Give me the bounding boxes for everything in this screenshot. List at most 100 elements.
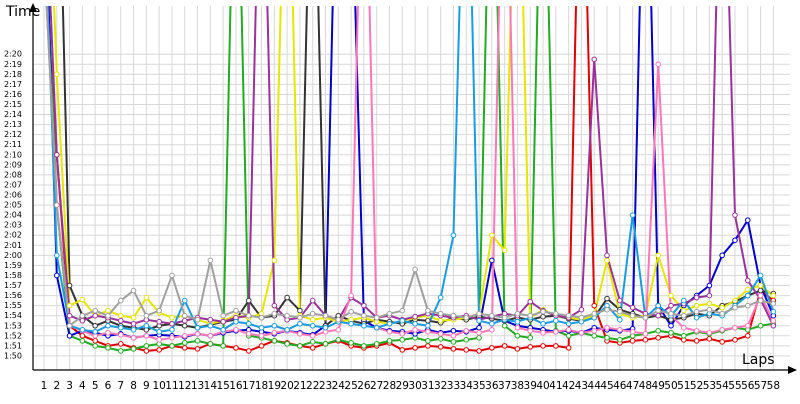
data-point (271, 310, 278, 317)
data-point (437, 344, 444, 350)
data-point (757, 322, 764, 329)
y-tick-label: 1:54 (4, 311, 22, 320)
data-point (156, 328, 162, 335)
x-tick-label: 34 (460, 380, 474, 392)
data-point (348, 292, 354, 299)
data-point (565, 345, 572, 351)
data-point (770, 322, 777, 329)
data-point (425, 343, 431, 349)
x-tick-label: 58 (767, 380, 780, 392)
y-tick-label: 2:13 (4, 120, 22, 129)
data-point (732, 237, 738, 244)
data-point (105, 307, 111, 314)
data-point (617, 316, 623, 323)
data-point (719, 304, 725, 311)
data-point (105, 312, 111, 319)
data-point (629, 304, 636, 311)
data-point (463, 347, 470, 353)
data-point (92, 338, 98, 344)
data-point (655, 312, 662, 319)
data-point (169, 314, 175, 321)
data-point (245, 320, 252, 327)
x-tick-label: 56 (741, 380, 755, 392)
data-point (361, 322, 367, 329)
x-tick-label: 52 (690, 380, 703, 392)
x-tick-label: 7 (117, 380, 124, 392)
data-point (770, 317, 777, 324)
data-point (757, 282, 764, 289)
data-point (489, 312, 495, 319)
data-point (757, 297, 764, 304)
data-point (501, 314, 508, 321)
data-point (604, 252, 610, 259)
data-point (156, 347, 162, 353)
data-point (245, 312, 252, 319)
x-tick-label: 24 (332, 380, 346, 392)
data-point (105, 345, 111, 351)
plot-area (45, 6, 777, 354)
data-point (604, 295, 610, 302)
data-point (591, 310, 598, 317)
data-point (169, 335, 175, 341)
data-point (412, 266, 418, 273)
data-point (642, 314, 649, 321)
data-point (680, 324, 687, 331)
data-point (489, 345, 495, 351)
data-point (450, 339, 457, 345)
x-tick-label: 44 (588, 380, 602, 392)
data-point (591, 333, 598, 339)
data-point (655, 61, 662, 68)
x-tick-label: 16 (229, 380, 243, 392)
x-tick-label: 49 (652, 380, 665, 392)
data-point (437, 336, 444, 342)
data-point (258, 343, 265, 349)
data-point (668, 322, 674, 329)
data-point (629, 312, 636, 319)
data-point (399, 317, 406, 324)
data-point (617, 326, 623, 333)
data-point (604, 324, 610, 331)
data-point (66, 282, 73, 289)
data-point (514, 346, 521, 352)
x-axis-title: Laps (742, 352, 775, 368)
data-point (220, 343, 226, 349)
data-point (117, 341, 124, 347)
data-point (79, 312, 86, 319)
data-point (514, 333, 521, 339)
x-tick-label: 31 (421, 380, 434, 392)
x-tick-label: 54 (715, 380, 729, 392)
data-point (476, 317, 482, 324)
y-tick-label: 2:06 (4, 191, 22, 200)
data-point (668, 292, 674, 299)
data-point (655, 327, 662, 334)
x-tick-label: 30 (408, 380, 421, 392)
data-point (309, 316, 316, 323)
data-point (335, 326, 342, 333)
data-point (527, 327, 534, 334)
x-tick-label: 10 (152, 380, 165, 392)
data-point (540, 308, 546, 315)
x-tick-label: 42 (562, 380, 575, 392)
data-point (565, 320, 572, 327)
data-point (489, 232, 495, 239)
data-point (744, 217, 751, 223)
x-tick-label: 19 (268, 380, 281, 392)
data-point (169, 343, 175, 349)
x-tick-label: 41 (549, 380, 562, 392)
x-tick-label: 39 (524, 380, 537, 392)
data-point (706, 306, 713, 313)
data-point (309, 322, 316, 329)
x-tick-label: 32 (434, 380, 447, 392)
x-tick-label: 37 (498, 380, 511, 392)
data-point (143, 348, 150, 354)
data-point (719, 326, 725, 333)
data-point (450, 312, 457, 319)
data-point (629, 338, 636, 344)
data-point (271, 302, 278, 309)
x-tick-label: 28 (383, 380, 396, 392)
data-point (143, 294, 150, 301)
data-point (220, 326, 226, 333)
data-point (706, 300, 713, 307)
data-point (220, 312, 226, 319)
y-tick-label: 2:02 (4, 231, 22, 240)
